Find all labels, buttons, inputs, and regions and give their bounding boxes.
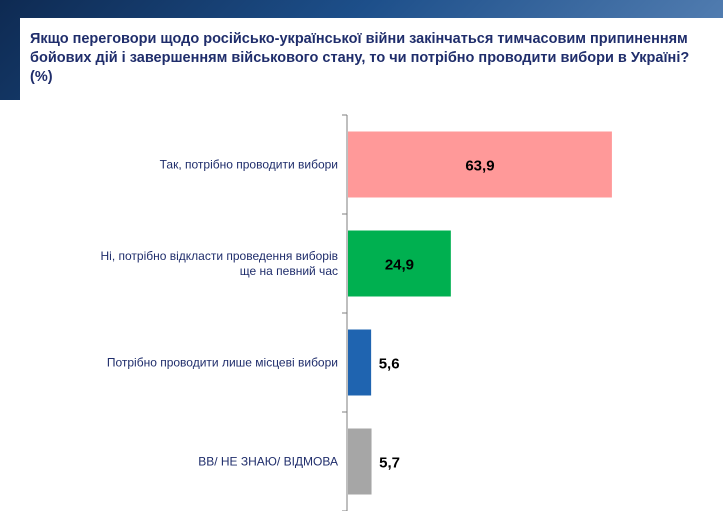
data-label: 5,7 <box>379 455 400 472</box>
category-label: ще на певний час <box>240 264 338 278</box>
bar <box>348 428 372 495</box>
bar <box>348 131 612 198</box>
bar <box>348 230 451 297</box>
category-label: ВВ/ НЕ ЗНАЮ/ ВІДМОВА <box>198 455 338 469</box>
title-panel: Якщо переговори щодо російсько-українськ… <box>20 18 723 100</box>
data-label: 63,9 <box>465 158 494 175</box>
data-label: 24,9 <box>385 257 414 274</box>
category-label: Ні, потрібно відкласти проведення виборі… <box>101 249 339 263</box>
category-label: Так, потрібно проводити вибори <box>160 158 338 172</box>
data-label: 5,6 <box>379 356 400 373</box>
category-label: Потрібно проводити лише місцеві вибори <box>107 356 338 370</box>
bar <box>348 329 372 396</box>
chart-title: Якщо переговори щодо російсько-українськ… <box>30 31 690 85</box>
